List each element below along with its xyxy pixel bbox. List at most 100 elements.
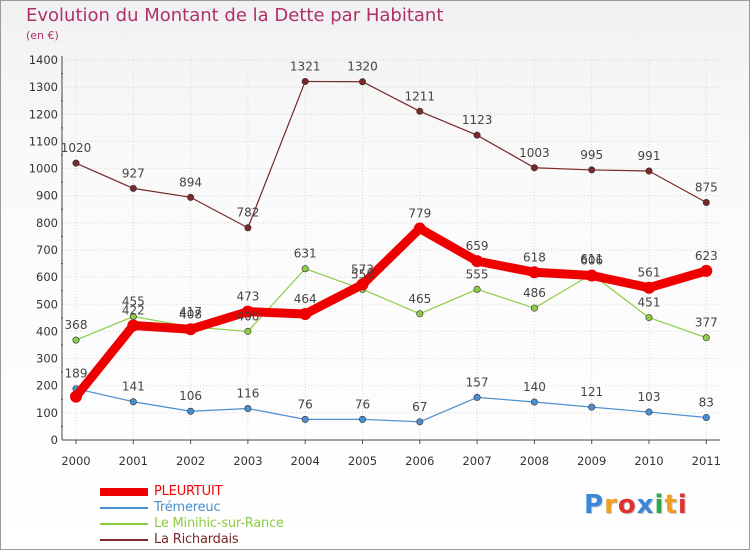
data-label-le-minihic-sur-rance: 455 xyxy=(122,295,145,309)
data-label-pleurtuit: 659 xyxy=(466,239,489,253)
x-tick-label: 2009 xyxy=(577,454,606,468)
data-point-pleurtuit xyxy=(241,305,254,318)
data-point-pleurtuit xyxy=(184,323,197,336)
data-point-la-richardais xyxy=(129,184,137,192)
data-label-tremereuc: 140 xyxy=(523,380,546,394)
data-point-pleurtuit xyxy=(643,281,655,294)
data-label-le-minihic-sur-rance: 555 xyxy=(351,267,374,281)
data-label-la-richardais: 1211 xyxy=(405,89,436,103)
data-label-tremereuc: 83 xyxy=(699,395,714,409)
data-point-la-richardais xyxy=(588,166,596,174)
data-label-pleurtuit: 473 xyxy=(236,290,259,304)
data-label-pleurtuit: 408 xyxy=(179,307,202,321)
chart-title: Evolution du Montant de la Dette par Hab… xyxy=(26,5,444,26)
data-point-le-minihic-sur-rance xyxy=(244,327,252,335)
data-point-pleurtuit xyxy=(356,278,369,291)
data-point-pleurtuit xyxy=(471,255,484,268)
data-point-tremereuc xyxy=(645,408,653,416)
x-tick-label: 2000 xyxy=(61,454,90,468)
y-tick-label: 400 xyxy=(36,324,58,338)
data-label-la-richardais: 894 xyxy=(179,175,202,189)
y-tick-label: 700 xyxy=(36,243,58,257)
data-point-la-richardais xyxy=(244,224,252,232)
data-label-le-minihic-sur-rance: 465 xyxy=(408,292,431,306)
data-label-pleurtuit: 422 xyxy=(122,303,145,317)
data-point-pleurtuit xyxy=(700,264,713,277)
data-point-la-richardais xyxy=(645,167,653,175)
y-tick-label: 900 xyxy=(36,189,58,203)
legend-label: PLEURTUIT xyxy=(154,484,223,499)
data-point-pleurtuit xyxy=(528,266,541,279)
data-label-le-minihic-sur-rance: 555 xyxy=(466,267,489,281)
data-label-la-richardais: 1003 xyxy=(519,146,550,160)
data-label-pleurtuit: 464 xyxy=(294,292,317,306)
series-layer xyxy=(70,77,713,426)
legend-label: La Richardais xyxy=(154,532,239,547)
data-label-le-minihic-sur-rance: 377 xyxy=(695,316,718,330)
legend-swatch xyxy=(100,507,148,509)
data-point-la-richardais xyxy=(358,78,366,86)
data-point-le-minihic-sur-rance xyxy=(72,336,80,344)
x-tick-label: 2010 xyxy=(634,454,663,468)
legend-swatch xyxy=(100,539,148,541)
proxiti-logo: Proxiti xyxy=(584,490,688,520)
x-tick-label: 2011 xyxy=(692,454,721,468)
data-point-la-richardais xyxy=(702,199,710,207)
data-point-le-minihic-sur-rance xyxy=(416,310,424,318)
data-label-le-minihic-sur-rance: 486 xyxy=(523,286,546,300)
data-point-la-richardais xyxy=(187,193,195,201)
data-point-tremereuc xyxy=(530,398,538,406)
data-label-tremereuc: 106 xyxy=(179,389,202,403)
data-label-tremereuc: 67 xyxy=(412,400,427,414)
data-label-le-minihic-sur-rance: 400 xyxy=(236,309,259,323)
data-point-la-richardais xyxy=(530,164,538,172)
data-label-pleurtuit: 561 xyxy=(638,266,661,280)
data-label-le-minihic-sur-rance: 631 xyxy=(294,247,317,261)
data-point-pleurtuit xyxy=(413,222,426,235)
x-tick-label: 2003 xyxy=(233,454,262,468)
data-label-pleurtuit: 618 xyxy=(523,250,546,264)
data-point-le-minihic-sur-rance xyxy=(301,265,309,273)
data-point-pleurtuit xyxy=(585,269,598,282)
y-tick-label: 0 xyxy=(51,433,58,447)
data-point-tremereuc xyxy=(473,393,481,401)
data-point-tremereuc xyxy=(702,413,710,421)
data-label-tremereuc: 141 xyxy=(122,380,145,394)
data-point-le-minihic-sur-rance xyxy=(473,285,481,293)
y-tick-label: 1100 xyxy=(29,134,58,148)
axis-layer: 0 100 200 300 400 500 600 700 800 900 1000 1100 1200… xyxy=(29,53,721,468)
y-tick-label: 300 xyxy=(36,352,58,366)
data-point-le-minihic-sur-rance xyxy=(530,304,538,312)
data-label-le-minihic-sur-rance: 368 xyxy=(65,318,88,332)
data-label-tremereuc: 116 xyxy=(236,387,259,401)
data-point-pleurtuit xyxy=(127,319,140,332)
data-point-tremereuc xyxy=(588,403,596,411)
data-label-la-richardais: 1020 xyxy=(61,141,92,155)
data-point-la-richardais xyxy=(416,107,424,115)
x-tick-label: 2001 xyxy=(119,454,148,468)
data-label-tremereuc: 157 xyxy=(466,375,489,389)
x-tick-label: 2008 xyxy=(520,454,549,468)
data-label-pleurtuit: 606 xyxy=(580,254,603,268)
data-label-la-richardais: 875 xyxy=(695,181,718,195)
y-tick-label: 1200 xyxy=(29,107,58,121)
data-point-le-minihic-sur-rance xyxy=(702,334,710,342)
data-label-pleurtuit: 779 xyxy=(408,207,431,221)
y-tick-label: 1400 xyxy=(29,53,58,67)
x-tick-label: 2002 xyxy=(176,454,205,468)
data-label-le-minihic-sur-rance: 611 xyxy=(580,252,603,266)
data-label-la-richardais: 1123 xyxy=(462,113,493,127)
x-tick-label: 2005 xyxy=(348,454,377,468)
data-label-tremereuc: 103 xyxy=(638,390,661,404)
y-tick-label: 1300 xyxy=(29,80,58,94)
y-tick-label: 100 xyxy=(36,406,58,420)
data-point-pleurtuit xyxy=(70,390,82,403)
data-point-la-richardais xyxy=(72,159,80,167)
data-label-pleurtuit: 573 xyxy=(351,262,374,276)
series-line-pleurtuit xyxy=(71,224,711,402)
grid-layer xyxy=(62,59,720,441)
series-line-la-richardais xyxy=(75,80,707,229)
data-label-la-richardais: 782 xyxy=(236,206,259,220)
data-label-pleurtuit: 623 xyxy=(695,249,718,263)
data-point-tremereuc xyxy=(416,418,424,426)
